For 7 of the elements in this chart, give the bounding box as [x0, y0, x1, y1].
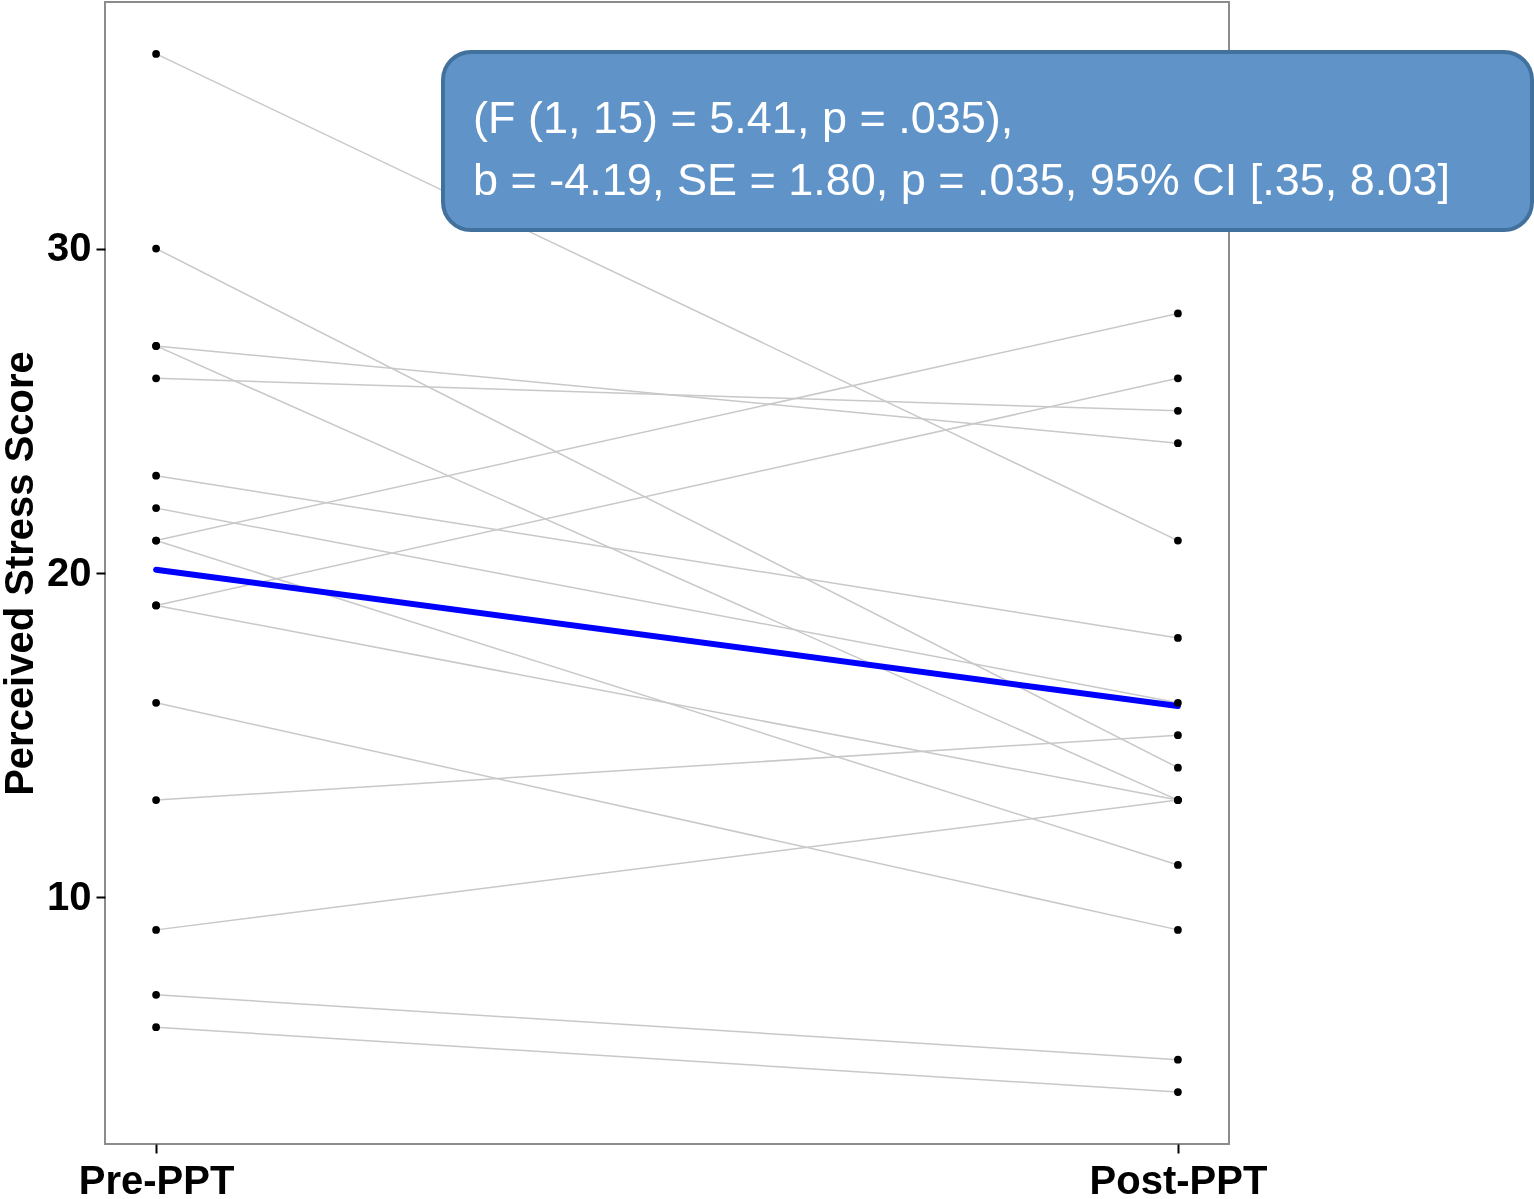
- y-tick-label: 20: [47, 549, 92, 594]
- y-tick-label: 10: [47, 873, 92, 918]
- y-axis-title: Perceived Stress Score: [0, 351, 42, 796]
- x-tick-label: Post-PPT: [1089, 1157, 1268, 1199]
- x-tick-label: Pre-PPT: [78, 1157, 235, 1199]
- y-tick-label: 30: [47, 225, 92, 270]
- annotation: (F (1, 15) = 5.41, p = .035), b = -4.19, SE = 1.80, p = .035, 95% CI [.35, 8.03]: [473, 92, 1450, 205]
